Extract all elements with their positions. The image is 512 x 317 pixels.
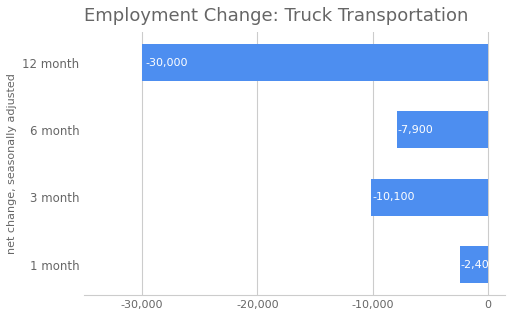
- Text: Employment Change: Truck Transportation: Employment Change: Truck Transportation: [84, 7, 469, 25]
- Bar: [460, 246, 488, 283]
- Text: -2,400: -2,400: [460, 260, 496, 270]
- Text: -7,900: -7,900: [398, 125, 433, 135]
- Bar: [397, 111, 488, 148]
- Text: -10,100: -10,100: [373, 192, 415, 202]
- Text: -30,000: -30,000: [145, 58, 188, 68]
- Bar: [371, 179, 488, 216]
- Y-axis label: net change, seasonally adjusted: net change, seasonally adjusted: [7, 73, 17, 254]
- Bar: [142, 44, 488, 81]
